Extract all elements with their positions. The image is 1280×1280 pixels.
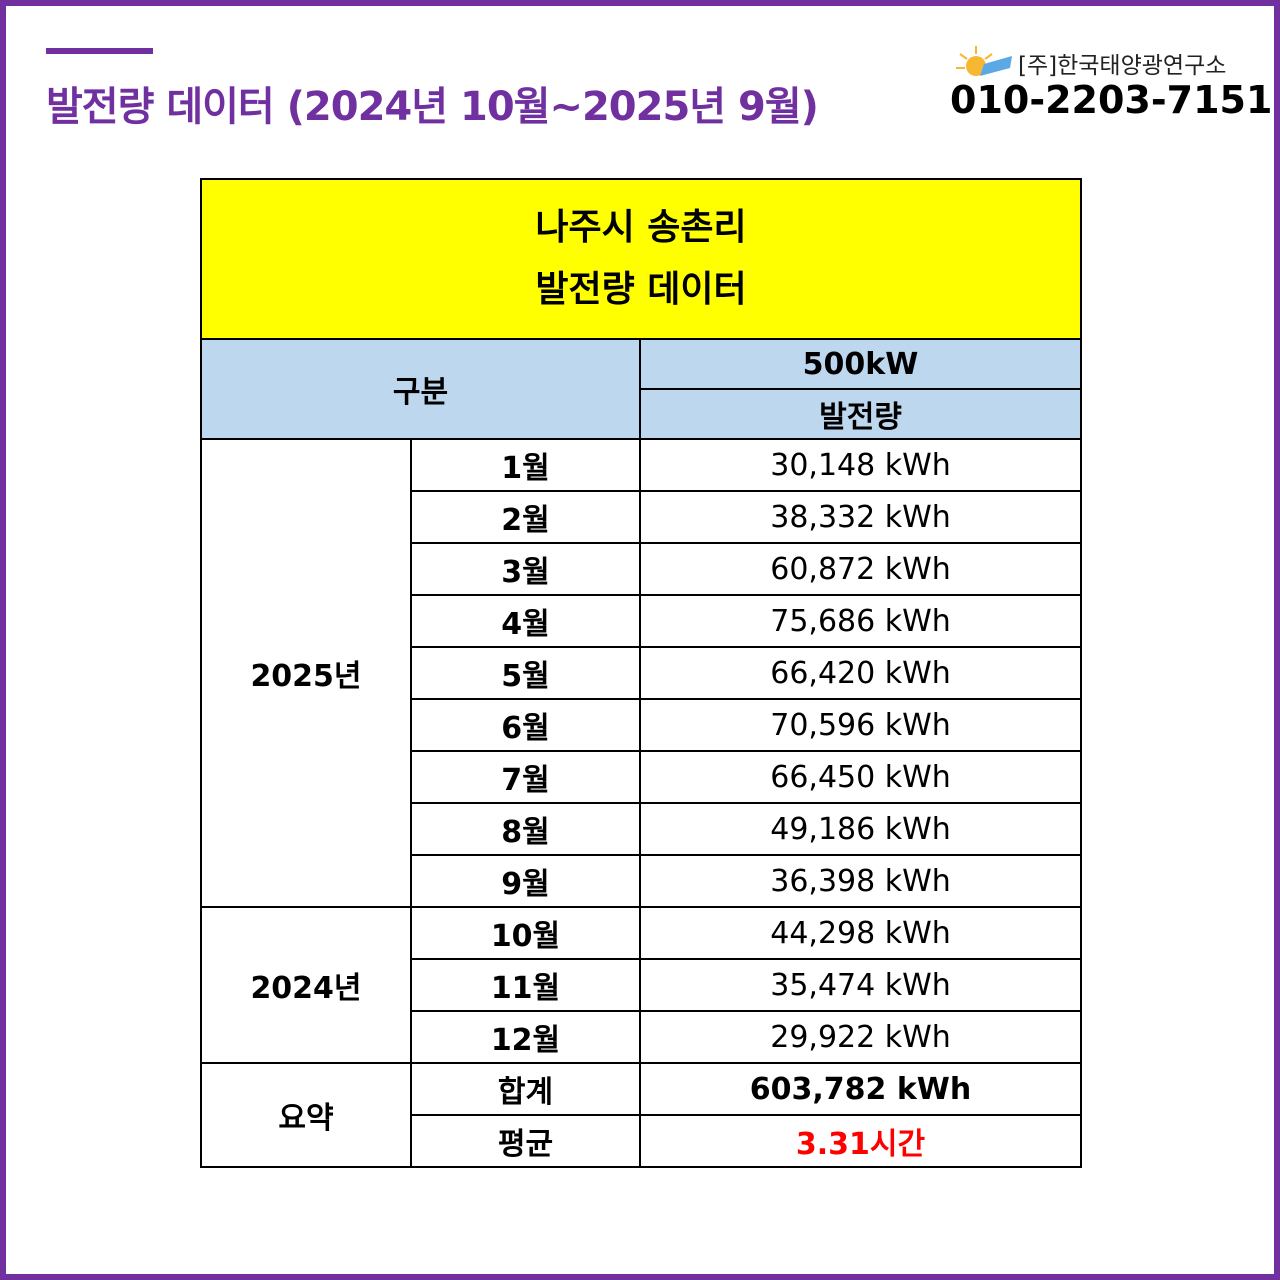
- row-value: 66,420 kWh: [638, 646, 1083, 700]
- row-value: 49,186 kWh: [638, 802, 1083, 856]
- data-row: 9월 36,398 kWh: [201, 854, 1083, 908]
- row-label: 12월: [410, 1010, 641, 1064]
- table-title: 나주시 송촌리 발전량 데이터: [199, 178, 1083, 340]
- row-value: 35,474 kWh: [638, 958, 1083, 1012]
- data-row: 2025년 1월 30,148 kWh: [200, 438, 1083, 908]
- accent-bar: [46, 48, 153, 54]
- row-value: 30,148 kWh: [638, 438, 1083, 492]
- header-row: 발전량: [201, 388, 1083, 440]
- data-table: 나주시 송촌리 발전량 데이터 구분 500kW 발전량 2025년 1월 30,1…: [199, 178, 1083, 1168]
- data-row: 평균 3.31시간: [201, 1114, 1083, 1168]
- row-label: 4월: [410, 594, 641, 648]
- data-row: 3월 60,872 kWh: [201, 542, 1083, 596]
- row-label: 9월: [410, 854, 641, 908]
- data-row: 5월 66,420 kWh: [201, 646, 1083, 700]
- row-value: 44,298 kWh: [638, 906, 1083, 960]
- row-label: 8월: [410, 802, 641, 856]
- data-row: 2024년 10월 44,298 kWh: [200, 906, 1083, 1064]
- row-label: 2월: [410, 490, 641, 544]
- row-value: 3.31시간: [638, 1114, 1083, 1168]
- group-label: 요약: [200, 1062, 412, 1168]
- data-row: 6월 70,596 kWh: [201, 698, 1083, 752]
- header-category: 구분: [200, 338, 641, 440]
- row-value: 29,922 kWh: [638, 1010, 1083, 1064]
- title-line: 나주시 송촌리: [535, 207, 747, 248]
- row-label: 평균: [410, 1114, 641, 1168]
- group-label: 2025년: [200, 438, 412, 908]
- header-row: 구분 500kW: [200, 338, 1083, 440]
- row-value: 70,596 kWh: [638, 698, 1083, 752]
- data-row: 12월 29,922 kWh: [201, 1010, 1083, 1064]
- title-row: 나주시 송촌리 발전량 데이터: [199, 178, 1083, 340]
- row-value: 75,686 kWh: [638, 594, 1083, 648]
- page-title: 발전량 데이터 (2024년 10월~2025년 9월): [46, 84, 819, 130]
- header-capacity: 500kW: [638, 338, 1083, 390]
- row-value: 603,782 kWh: [638, 1062, 1083, 1116]
- row-label: 11월: [410, 958, 641, 1012]
- phone-number: 010-2203-7151: [950, 78, 1273, 122]
- header-metric: 발전량: [638, 388, 1083, 440]
- company-name: [주]한국태양광연구소: [1018, 53, 1227, 79]
- row-value: 36,398 kWh: [638, 854, 1083, 908]
- group-label: 2024년: [200, 906, 412, 1064]
- data-row: 8월 49,186 kWh: [201, 802, 1083, 856]
- table-body: 나주시 송촌리 발전량 데이터 구분 500kW 발전량 2025년 1월 30,1…: [199, 178, 1083, 1168]
- data-row: 7월 66,450 kWh: [201, 750, 1083, 804]
- row-label: 합계: [410, 1062, 641, 1116]
- row-label: 7월: [410, 750, 641, 804]
- data-row: 2월 38,332 kWh: [201, 490, 1083, 544]
- title-line: 발전량 데이터: [535, 269, 747, 310]
- row-label: 5월: [410, 646, 641, 700]
- row-label: 10월: [410, 906, 641, 960]
- row-value: 38,332 kWh: [638, 490, 1083, 544]
- data-row: 4월 75,686 kWh: [201, 594, 1083, 648]
- data-row: 요약 합계 603,782 kWh: [200, 1062, 1083, 1168]
- row-label: 6월: [410, 698, 641, 752]
- company-logo: [956, 46, 1012, 76]
- row-label: 1월: [410, 438, 641, 492]
- data-row: 11월 35,474 kWh: [201, 958, 1083, 1012]
- row-label: 3월: [410, 542, 641, 596]
- row-value: 66,450 kWh: [638, 750, 1083, 804]
- row-value: 60,872 kWh: [638, 542, 1083, 596]
